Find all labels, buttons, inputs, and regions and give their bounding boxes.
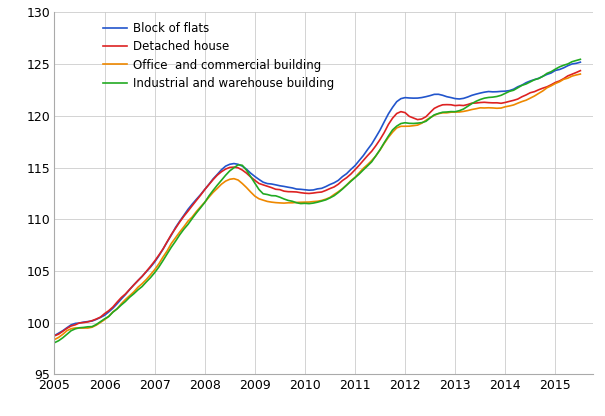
Industrial and warehouse building	[51, 340, 58, 345]
Detached house	[577, 68, 584, 73]
Industrial and warehouse building	[385, 134, 392, 139]
Office  and commercial building	[364, 162, 371, 167]
Detached house	[76, 320, 83, 325]
Detached house	[364, 153, 371, 158]
Office  and commercial building	[356, 171, 363, 176]
Block of flats	[76, 320, 83, 325]
Block of flats	[385, 111, 392, 116]
Industrial and warehouse building	[364, 163, 371, 168]
Detached house	[539, 86, 546, 91]
Block of flats	[51, 333, 58, 338]
Legend: Block of flats, Detached house, Office  and commercial building, Industrial and : Block of flats, Detached house, Office a…	[103, 22, 334, 90]
Line: Detached house: Detached house	[54, 71, 580, 336]
Office  and commercial building	[76, 325, 83, 330]
Block of flats	[577, 59, 584, 64]
Industrial and warehouse building	[539, 74, 546, 79]
Block of flats	[356, 158, 363, 163]
Office  and commercial building	[539, 89, 546, 94]
Office  and commercial building	[577, 72, 584, 77]
Industrial and warehouse building	[493, 94, 500, 99]
Line: Office  and commercial building: Office and commercial building	[54, 74, 580, 339]
Block of flats	[493, 89, 500, 94]
Detached house	[493, 100, 500, 105]
Office  and commercial building	[51, 337, 58, 342]
Block of flats	[364, 147, 371, 152]
Detached house	[385, 122, 392, 127]
Detached house	[51, 333, 58, 338]
Line: Block of flats: Block of flats	[54, 62, 580, 336]
Line: Industrial and warehouse building: Industrial and warehouse building	[54, 59, 580, 343]
Block of flats	[539, 74, 546, 79]
Industrial and warehouse building	[356, 171, 363, 176]
Office  and commercial building	[385, 135, 392, 140]
Industrial and warehouse building	[76, 325, 83, 330]
Industrial and warehouse building	[577, 57, 584, 62]
Office  and commercial building	[493, 106, 500, 111]
Detached house	[356, 163, 363, 168]
